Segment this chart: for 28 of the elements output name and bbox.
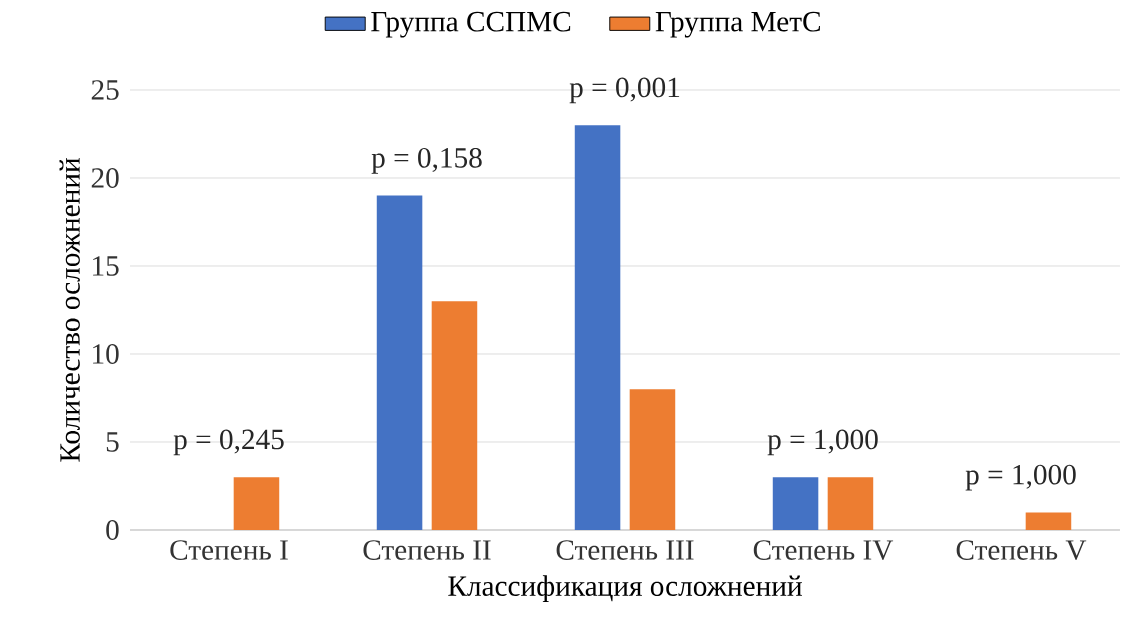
annotation: p = 1,000 bbox=[767, 429, 878, 456]
y-tick-label: 20 bbox=[91, 168, 119, 188]
annotation: p = 0,158 bbox=[371, 147, 482, 174]
x-axis-title: Классификация осложнений bbox=[448, 575, 802, 602]
bar bbox=[233, 477, 280, 530]
bar bbox=[629, 389, 676, 530]
annotation: p = 0,001 bbox=[569, 77, 680, 104]
x-tick-label: Степень I bbox=[170, 540, 288, 560]
y-tick-label: 10 bbox=[93, 344, 119, 364]
bar bbox=[827, 477, 874, 530]
bar bbox=[376, 195, 423, 530]
bar bbox=[574, 125, 621, 530]
y-tick-label: 5 bbox=[106, 432, 119, 452]
y-axis-title: Количество осложнений bbox=[59, 158, 80, 462]
annotation: p = 0,245 bbox=[173, 429, 284, 456]
y-tick-label: 0 bbox=[106, 520, 119, 540]
x-tick-label: Степень II bbox=[363, 540, 491, 560]
y-tick-label: 25 bbox=[91, 80, 119, 100]
bar bbox=[431, 301, 478, 530]
x-tick-label: Степень III bbox=[556, 540, 694, 560]
bar bbox=[1025, 512, 1072, 530]
legend-label: Группа ССПМС bbox=[371, 11, 571, 38]
y-tick-label: 15 bbox=[93, 256, 119, 276]
legend-label: Группа МетС bbox=[655, 11, 820, 38]
annotation: p = 1,000 bbox=[965, 464, 1076, 491]
bar bbox=[772, 477, 819, 530]
x-tick-label: Степень IV bbox=[753, 540, 894, 561]
x-tick-label: Степень V bbox=[956, 540, 1087, 561]
